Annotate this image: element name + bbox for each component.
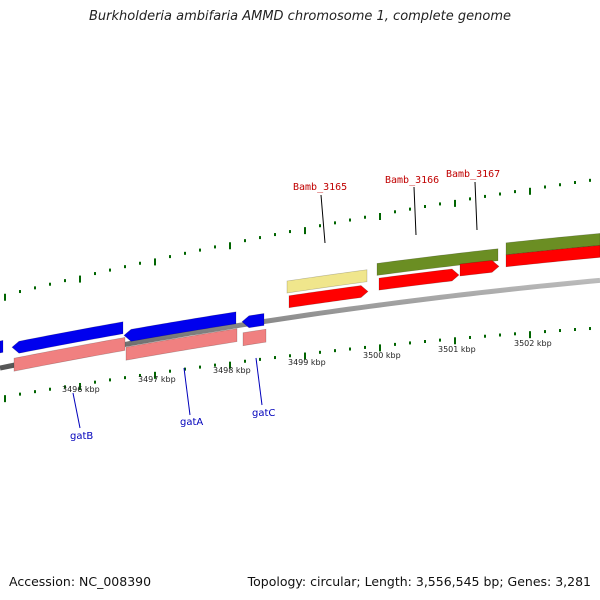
ruler-label: 3500 kbp [363, 351, 401, 360]
leader-line [183, 367, 191, 416]
cds-bamb-3165 [286, 269, 368, 294]
cds-bamb-3166-3167 [376, 248, 499, 276]
leader-line [320, 194, 326, 244]
gene-label-gatc[interactable]: gatC [252, 408, 275, 419]
leader-line [413, 186, 417, 236]
cds-gata [125, 328, 238, 361]
gene-label-gatb[interactable]: gatB [70, 431, 93, 442]
ruler-label: 3501 kbp [438, 345, 476, 354]
leader-line [72, 392, 81, 429]
leader-line [474, 181, 478, 231]
cds-gatc [242, 328, 267, 347]
label-leaders [72, 181, 478, 429]
ruler-label: 3497 kbp [138, 375, 176, 384]
tick-marks [4, 178, 591, 403]
features [0, 233, 600, 372]
ruler-labels: 3496 kbp 3497 kbp 3498 kbp 3499 kbp 3500… [62, 339, 552, 394]
gene-bamb-3165 [288, 285, 369, 309]
ruler-label: 3502 kbp [514, 339, 552, 348]
gene-gatc [241, 313, 265, 329]
ruler-label: 3496 kbp [62, 385, 100, 394]
gene-label-bamb-3165[interactable]: Bamb_3165 [293, 182, 347, 193]
gene-gata [123, 311, 237, 342]
gene-label-bamb-3167[interactable]: Bamb_3167 [446, 169, 500, 180]
leader-line [255, 357, 263, 406]
gene-prev [0, 340, 4, 354]
ruler-label: 3499 kbp [288, 358, 326, 367]
gene-bamb-3167 [459, 260, 500, 277]
cds-next [505, 233, 600, 256]
map-title: Burkholderia ambifaria AMMD chromosome 1… [88, 9, 512, 24]
gene-next [505, 245, 600, 268]
topology-text: Topology: circular; Length: 3,556,545 bp… [247, 574, 591, 589]
gene-label-gata[interactable]: gatA [180, 417, 203, 428]
accession-text: Accession: NC_008390 [9, 574, 152, 589]
gene-label-bamb-3166[interactable]: Bamb_3166 [385, 175, 439, 186]
gene-bamb-3166 [378, 268, 460, 291]
ruler-label: 3498 kbp [213, 366, 251, 375]
gene-gatb [11, 321, 124, 354]
cds-gatb [13, 337, 126, 372]
